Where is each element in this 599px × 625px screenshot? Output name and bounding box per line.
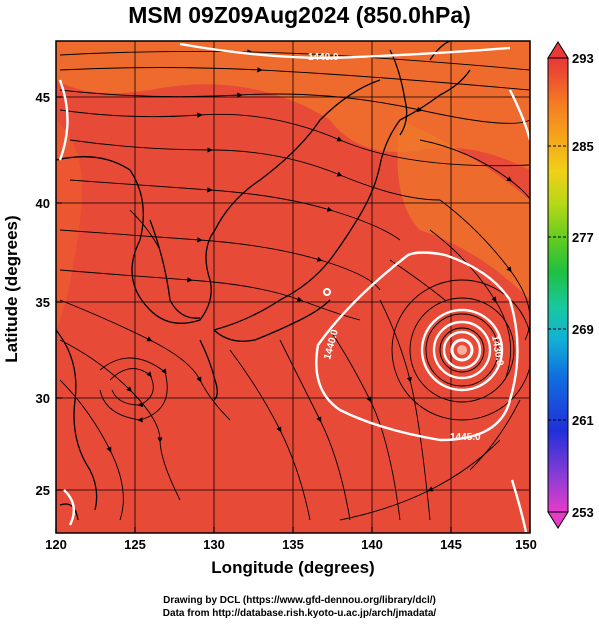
y-tick-label: 30	[36, 391, 50, 406]
colorbar-tick-label: 269	[572, 322, 594, 337]
y-tick-label: 25	[36, 483, 50, 498]
data-source-credit: Data from http://database.rish.kyoto-u.a…	[162, 608, 437, 619]
y-tick-label: 40	[36, 196, 50, 211]
colorbar-bottom-arrow	[547, 511, 569, 529]
colorbar-top-arrow	[547, 41, 569, 59]
colorbar	[547, 41, 569, 529]
y-axis-label: Latitude (degrees)	[2, 215, 21, 363]
x-tick-label: 135	[282, 537, 304, 552]
y-tick-label: 45	[36, 90, 50, 105]
x-tick-label: 120	[45, 537, 67, 552]
colorbar-tick-label: 253	[572, 505, 594, 520]
wind-streamlines	[59, 49, 530, 521]
warm-region-west	[56, 120, 83, 330]
x-tick-label: 125	[124, 537, 146, 552]
colorbar-tick-label: 293	[572, 51, 594, 66]
colorbar-tick-label: 261	[572, 413, 594, 428]
x-tick-label: 150	[515, 537, 537, 552]
typhoon-center	[457, 345, 467, 355]
x-tick-label: 130	[203, 537, 225, 552]
y-tick-label: 35	[36, 295, 50, 310]
x-axis-ticks	[55, 527, 531, 533]
drawing-credit: Drawing by DCL (https://www.gfd-dennou.o…	[163, 595, 436, 606]
colorbar-tick-label: 285	[572, 139, 594, 154]
map-title: MSM 09Z09Aug2024 (850.0hPa)	[128, 2, 471, 28]
contour-label: 1445.0	[450, 432, 481, 443]
x-tick-label: 145	[440, 537, 462, 552]
contour-label: 1440.0	[308, 52, 339, 63]
x-tick-label: 140	[361, 537, 383, 552]
x-axis-label: Longitude (degrees)	[211, 558, 375, 577]
geopotential-contours	[58, 42, 530, 533]
colorbar-tick-label: 277	[572, 230, 594, 245]
y-axis-ticks	[56, 96, 62, 491]
typhoon-circulation	[391, 279, 530, 421]
contour-label: 1430.0	[489, 335, 505, 367]
warm-region-east	[397, 120, 530, 300]
